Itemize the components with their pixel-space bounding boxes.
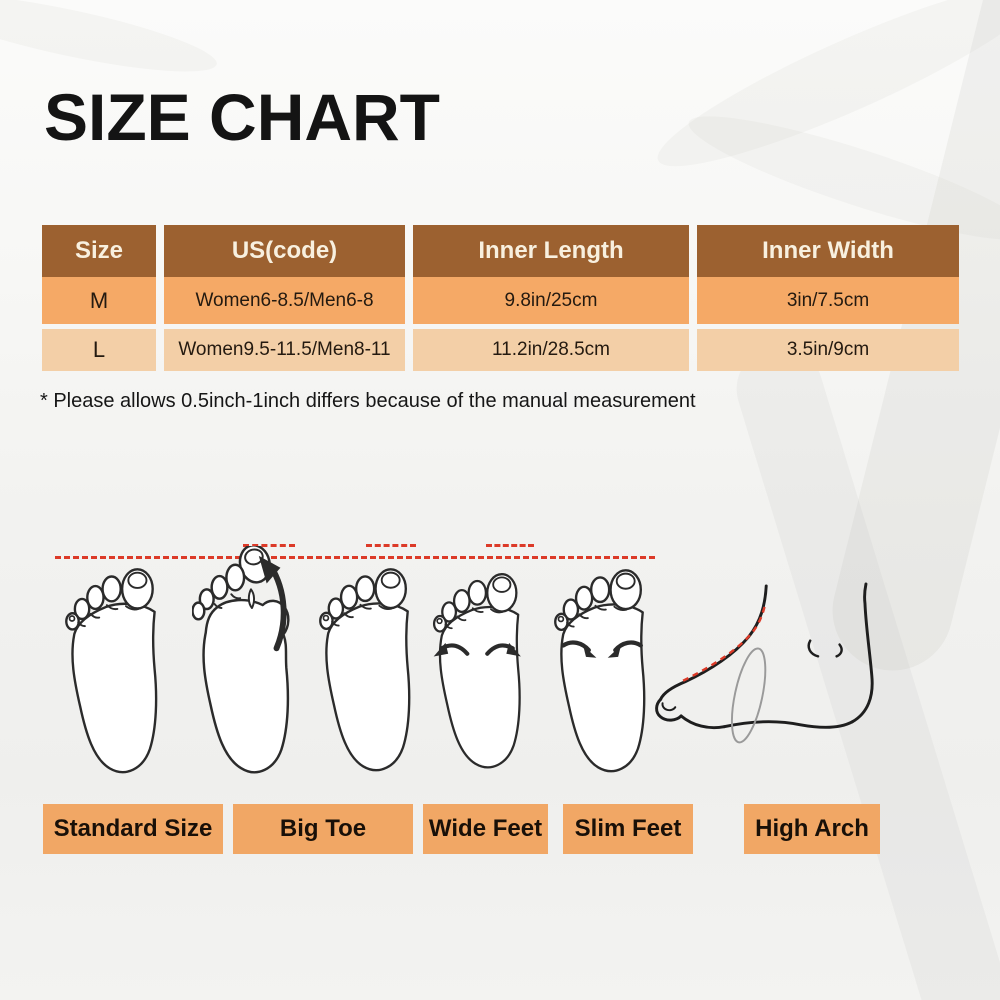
palm-frond-texture [0,0,222,87]
foot-type-label-big-toe: Big Toe [233,804,413,854]
cell-size-m: M [42,277,156,324]
cell-inner-width-l: 3.5in/9cm [697,329,959,371]
header-cell-us-code: US(code) [164,225,405,277]
standard-foot-diagram [65,568,158,774]
plain-foot-diagram [319,568,411,772]
arch-girth-ellipse [730,647,767,744]
measurement-note: * Please allows 0.5inch-1inch differs be… [40,390,696,412]
foot-type-label-wide-feet: Wide Feet [423,804,548,854]
inward-arrows-icon [561,640,643,658]
header-cell-inner-length: Inner Length [413,225,689,277]
wide-feet-foot-diagram [432,573,521,769]
outward-arrows-icon [433,642,521,657]
high-arch-foot-diagram [655,582,874,744]
rotate-arrow-icon [258,555,287,652]
cell-inner-width-m: 3in/7.5cm [697,277,959,324]
toe-alignment-dashed-line [55,556,655,559]
toe-dash-segment [366,544,416,547]
page-title: SIZE CHART [44,80,440,154]
cell-size-l: L [42,329,156,371]
foot-type-label-slim-feet: Slim Feet [563,804,693,854]
cell-us-code-l: Women9.5-11.5/Men8-11 [164,329,405,371]
toe-dash-segment [486,544,534,547]
cell-inner-length-l: 11.2in/28.5cm [413,329,689,371]
size-table: Size US(code) Inner Length Inner Width M… [42,225,959,371]
cell-inner-length-m: 9.8in/25cm [413,277,689,324]
cell-us-code-m: Women6-8.5/Men6-8 [164,277,405,324]
foot-type-label-high-arch: High Arch [744,804,880,854]
table-row: M Women6-8.5/Men6-8 9.8in/25cm 3in/7.5cm [42,277,959,324]
table-row: L Women9.5-11.5/Men8-11 11.2in/28.5cm 3.… [42,324,959,371]
big-toe-foot-diagram [192,546,290,774]
table-header-row: Size US(code) Inner Length Inner Width [42,225,959,277]
toe-dash-segment [243,544,295,547]
header-cell-size: Size [42,225,156,277]
foot-type-label-standard-size: Standard Size [43,804,223,854]
header-cell-inner-width: Inner Width [697,225,959,277]
instep-dashed-line [682,603,767,682]
slim-feet-foot-diagram [554,569,646,773]
